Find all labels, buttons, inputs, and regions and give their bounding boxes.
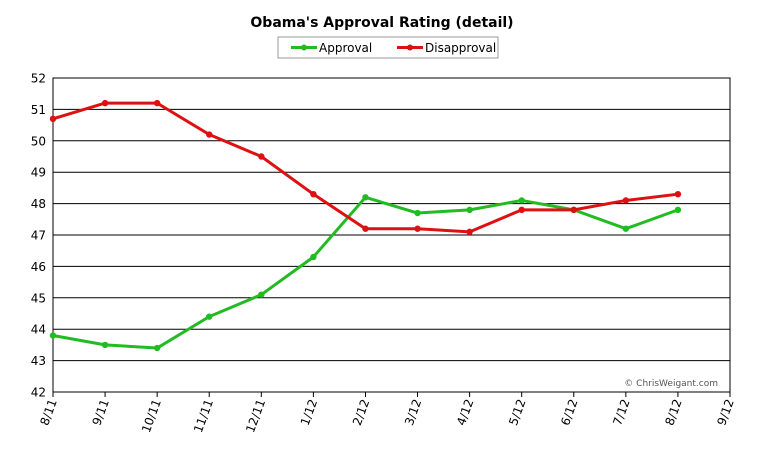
data-point-approval	[310, 253, 317, 261]
data-point-approval	[206, 313, 213, 320]
data-point-approval	[414, 209, 421, 217]
y-tick-label: 52	[31, 72, 46, 86]
data-point-approval	[466, 206, 473, 214]
x-tick-label: 8/11	[37, 397, 59, 427]
gridlines	[53, 77, 730, 393]
y-tick-label: 48	[31, 197, 46, 211]
x-tick-label: 9/12	[714, 397, 736, 427]
y-tick-label: 42	[31, 386, 46, 400]
data-point-disapproval	[49, 115, 57, 123]
data-point-disapproval	[310, 190, 317, 198]
chart-title: Obama's Approval Rating (detail)	[250, 15, 513, 31]
data-point-approval	[518, 197, 525, 204]
data-point-disapproval	[362, 225, 369, 232]
legend-item-approval: Approval	[291, 41, 372, 55]
data-point-approval	[153, 344, 161, 352]
x-tick-label: 1/12	[298, 397, 320, 427]
y-tick-label: 51	[31, 103, 46, 117]
y-tick-label: 43	[31, 354, 46, 368]
copyright-credit: © ChrisWeigant.com	[624, 379, 718, 389]
x-tick-label: 12/11	[243, 397, 268, 434]
series-line-approval	[52, 195, 679, 350]
x-tick-label: 10/11	[139, 397, 164, 434]
data-point-disapproval	[153, 99, 161, 107]
data-point-disapproval	[206, 131, 213, 138]
data-point-approval	[258, 291, 265, 298]
legend-item-disapproval: Disapproval	[397, 41, 496, 55]
y-tick-label: 49	[31, 166, 46, 180]
data-point-approval	[622, 225, 630, 232]
x-tick-label: 8/12	[662, 397, 684, 427]
data-point-approval	[362, 194, 369, 201]
legend-marker-disapproval	[407, 44, 413, 51]
x-tick-label: 11/11	[191, 397, 216, 434]
y-tick-label: 45	[31, 291, 46, 305]
x-tick-label: 4/12	[454, 397, 476, 427]
data-point-approval	[674, 206, 682, 214]
y-tick-label: 47	[31, 229, 46, 243]
series-disapproval	[49, 99, 682, 236]
data-point-disapproval	[674, 190, 682, 198]
y-axis: 42 43 44 45 46 47 48 49 50 51 52	[31, 72, 46, 400]
y-tick-label: 44	[31, 323, 46, 337]
legend: Approval Disapproval	[277, 36, 499, 59]
legend-label-approval: Approval	[319, 41, 372, 55]
x-axis: 8/11 9/11 10/11 11/11 12/11 1/12 2/12 3/12 4/12 5…	[37, 392, 737, 435]
data-point-disapproval	[570, 206, 577, 214]
series-layer	[49, 99, 682, 352]
x-tick-label: 2/12	[350, 397, 372, 427]
y-tick-label: 46	[31, 260, 46, 274]
data-point-disapproval	[101, 99, 109, 107]
data-point-disapproval	[414, 225, 421, 232]
x-tick-label: 6/12	[558, 397, 580, 427]
x-tick-label: 7/12	[610, 397, 632, 427]
y-tick-label: 50	[31, 134, 46, 148]
data-point-disapproval	[466, 228, 473, 236]
data-point-approval	[101, 341, 109, 349]
series-approval	[49, 194, 682, 352]
data-point-disapproval	[622, 197, 630, 204]
data-point-disapproval	[518, 206, 525, 214]
plot-frame	[52, 77, 731, 393]
data-point-approval	[49, 332, 57, 339]
legend-box	[277, 36, 499, 59]
x-tick-label: 9/11	[90, 397, 112, 427]
data-point-disapproval	[258, 153, 265, 160]
legend-label-disapproval: Disapproval	[425, 41, 496, 55]
x-tick-label: 5/12	[506, 397, 528, 427]
legend-marker-approval	[301, 44, 307, 51]
x-tick-label: 3/12	[402, 397, 424, 427]
